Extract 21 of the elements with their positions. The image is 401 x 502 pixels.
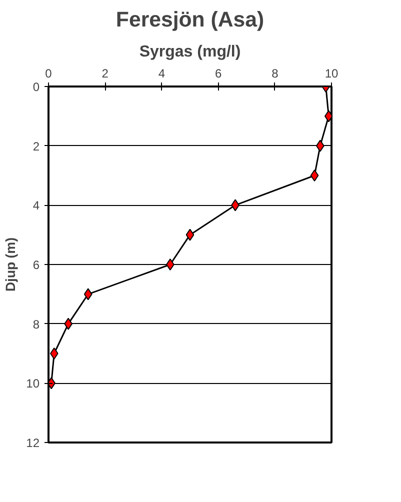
y-tick-label: 10 <box>26 376 40 391</box>
chart-subtitle: Syrgas (mg/l) <box>139 44 241 60</box>
y-tick-label: 4 <box>32 198 40 213</box>
x-tick-label: 4 <box>158 66 166 80</box>
x-tick-label: 6 <box>214 66 222 80</box>
y-tick-label: 0 <box>32 80 40 94</box>
point <box>186 228 194 241</box>
point <box>166 258 174 270</box>
point <box>50 348 58 360</box>
point <box>310 170 319 182</box>
x-tick-label: 8 <box>272 66 279 80</box>
y-tick-label: 12 <box>26 436 40 450</box>
y-tick-label: 8 <box>32 317 40 332</box>
x-tick-label: 2 <box>102 66 109 80</box>
chart-title: Feresjön (Asa) <box>116 8 264 32</box>
x-tick-label: 0 <box>45 66 52 80</box>
point <box>84 288 92 300</box>
y-tick-label: 2 <box>32 139 40 154</box>
y-tick-label: 6 <box>32 258 40 272</box>
y-axis-title: Djup (m) <box>3 237 18 292</box>
x-tick-label: 10 <box>324 66 338 80</box>
